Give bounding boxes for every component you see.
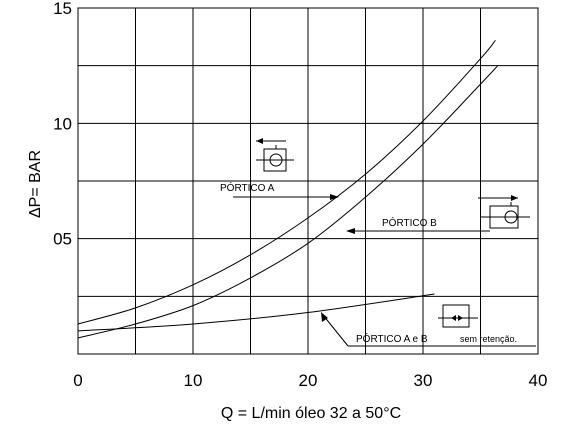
annotation-portico-ab-arrow-icon: [321, 312, 328, 322]
grid: [78, 8, 538, 354]
series-line-3: [77, 293, 435, 332]
x-tick-label: 0: [73, 371, 82, 390]
portico-a-symbol-icon: [256, 138, 294, 172]
tick-labels: 0 10 20 30 40 05 10 15: [53, 0, 547, 390]
annotation-portico-ab-leader: [322, 314, 349, 347]
x-tick-label: 30: [414, 371, 433, 390]
annotation-portico-ab: PÓRTICO A e B: [356, 332, 428, 345]
y-tick-label: 05: [53, 230, 72, 249]
annotation-portico-ab-note: sem retenção.: [460, 334, 517, 344]
curves: [77, 39, 499, 339]
portico-b-symbol-icon: [478, 195, 530, 229]
annotation-portico-b: PÓRTICO B: [382, 216, 437, 229]
annotation-portico-a-arrow-icon: [330, 194, 339, 200]
x-tick-label: 40: [529, 371, 548, 390]
series-line-1: [77, 39, 496, 325]
y-tick-label: 15: [53, 0, 72, 18]
series-line-2: [77, 65, 499, 339]
x-tick-label: 10: [184, 371, 203, 390]
x-tick-label: 20: [299, 371, 318, 390]
annotation-portico-b-arrow-icon: [346, 228, 355, 234]
y-tick-label: 10: [53, 114, 72, 133]
portico-ab-symbol-icon: [438, 304, 478, 328]
y-axis-label: ΔP= BAR: [27, 150, 44, 218]
x-axis-label: Q = L/min óleo 32 a 50°C: [221, 405, 401, 422]
annotation-portico-a: PÓRTICO A: [220, 181, 275, 194]
